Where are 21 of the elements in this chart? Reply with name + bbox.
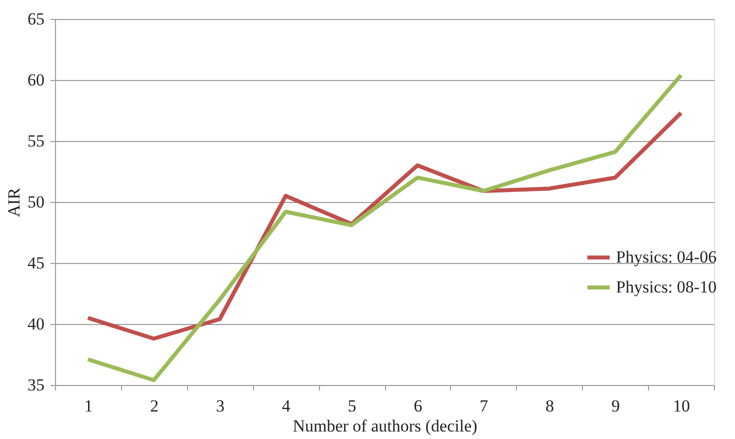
x-tick-label: 10 xyxy=(673,396,690,416)
y-tick-label: 60 xyxy=(28,70,44,90)
x-tick-label: 8 xyxy=(546,396,554,416)
x-tick-label: 2 xyxy=(150,396,159,416)
legend-label: Physics: 08-10 xyxy=(616,278,717,296)
y-tick-label: 50 xyxy=(28,192,44,212)
y-axis-title: AIR xyxy=(4,187,24,218)
y-tick-label: 40 xyxy=(28,314,44,334)
x-tick-label: 5 xyxy=(348,396,356,416)
x-tick-label: 9 xyxy=(611,396,620,416)
y-tick-label: 55 xyxy=(28,132,44,150)
x-tick-label: 7 xyxy=(480,396,489,416)
x-tick-label: 3 xyxy=(216,396,224,416)
x-tick-label: 6 xyxy=(414,396,422,416)
y-tick-label: 35 xyxy=(28,376,44,394)
x-axis-title: Number of authors (decile) xyxy=(292,416,478,436)
x-tick-label: 1 xyxy=(84,396,93,416)
y-tick-label: 65 xyxy=(28,10,44,28)
x-tick-label: 4 xyxy=(282,396,291,416)
legend-label: Physics: 04-06 xyxy=(616,248,717,266)
y-tick-label: 45 xyxy=(28,254,44,272)
